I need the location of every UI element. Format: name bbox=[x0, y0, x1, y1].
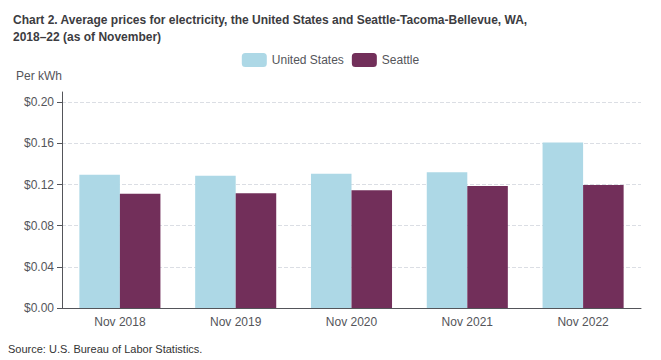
svg-text:$0.00: $0.00 bbox=[24, 301, 54, 315]
svg-text:$0.16: $0.16 bbox=[24, 136, 54, 150]
svg-text:Nov 2019: Nov 2019 bbox=[210, 315, 262, 329]
svg-text:2018–22 (as of November): 2018–22 (as of November) bbox=[13, 30, 161, 44]
svg-text:United States: United States bbox=[272, 53, 344, 67]
svg-text:Nov 2022: Nov 2022 bbox=[557, 315, 609, 329]
svg-text:Nov 2020: Nov 2020 bbox=[326, 315, 378, 329]
svg-text:Chart 2. Average prices for el: Chart 2. Average prices for electricity,… bbox=[13, 13, 527, 27]
svg-text:Seattle: Seattle bbox=[382, 53, 420, 67]
svg-text:Source: U.S. Bureau of Labor S: Source: U.S. Bureau of Labor Statistics. bbox=[8, 343, 202, 355]
svg-text:$0.08: $0.08 bbox=[24, 219, 54, 233]
svg-text:$0.04: $0.04 bbox=[24, 260, 54, 274]
svg-text:$0.12: $0.12 bbox=[24, 178, 54, 192]
svg-text:Nov 2018: Nov 2018 bbox=[94, 315, 146, 329]
svg-text:Per kWh: Per kWh bbox=[16, 69, 62, 83]
svg-text:$0.20: $0.20 bbox=[24, 95, 54, 109]
svg-text:Nov 2021: Nov 2021 bbox=[442, 315, 494, 329]
